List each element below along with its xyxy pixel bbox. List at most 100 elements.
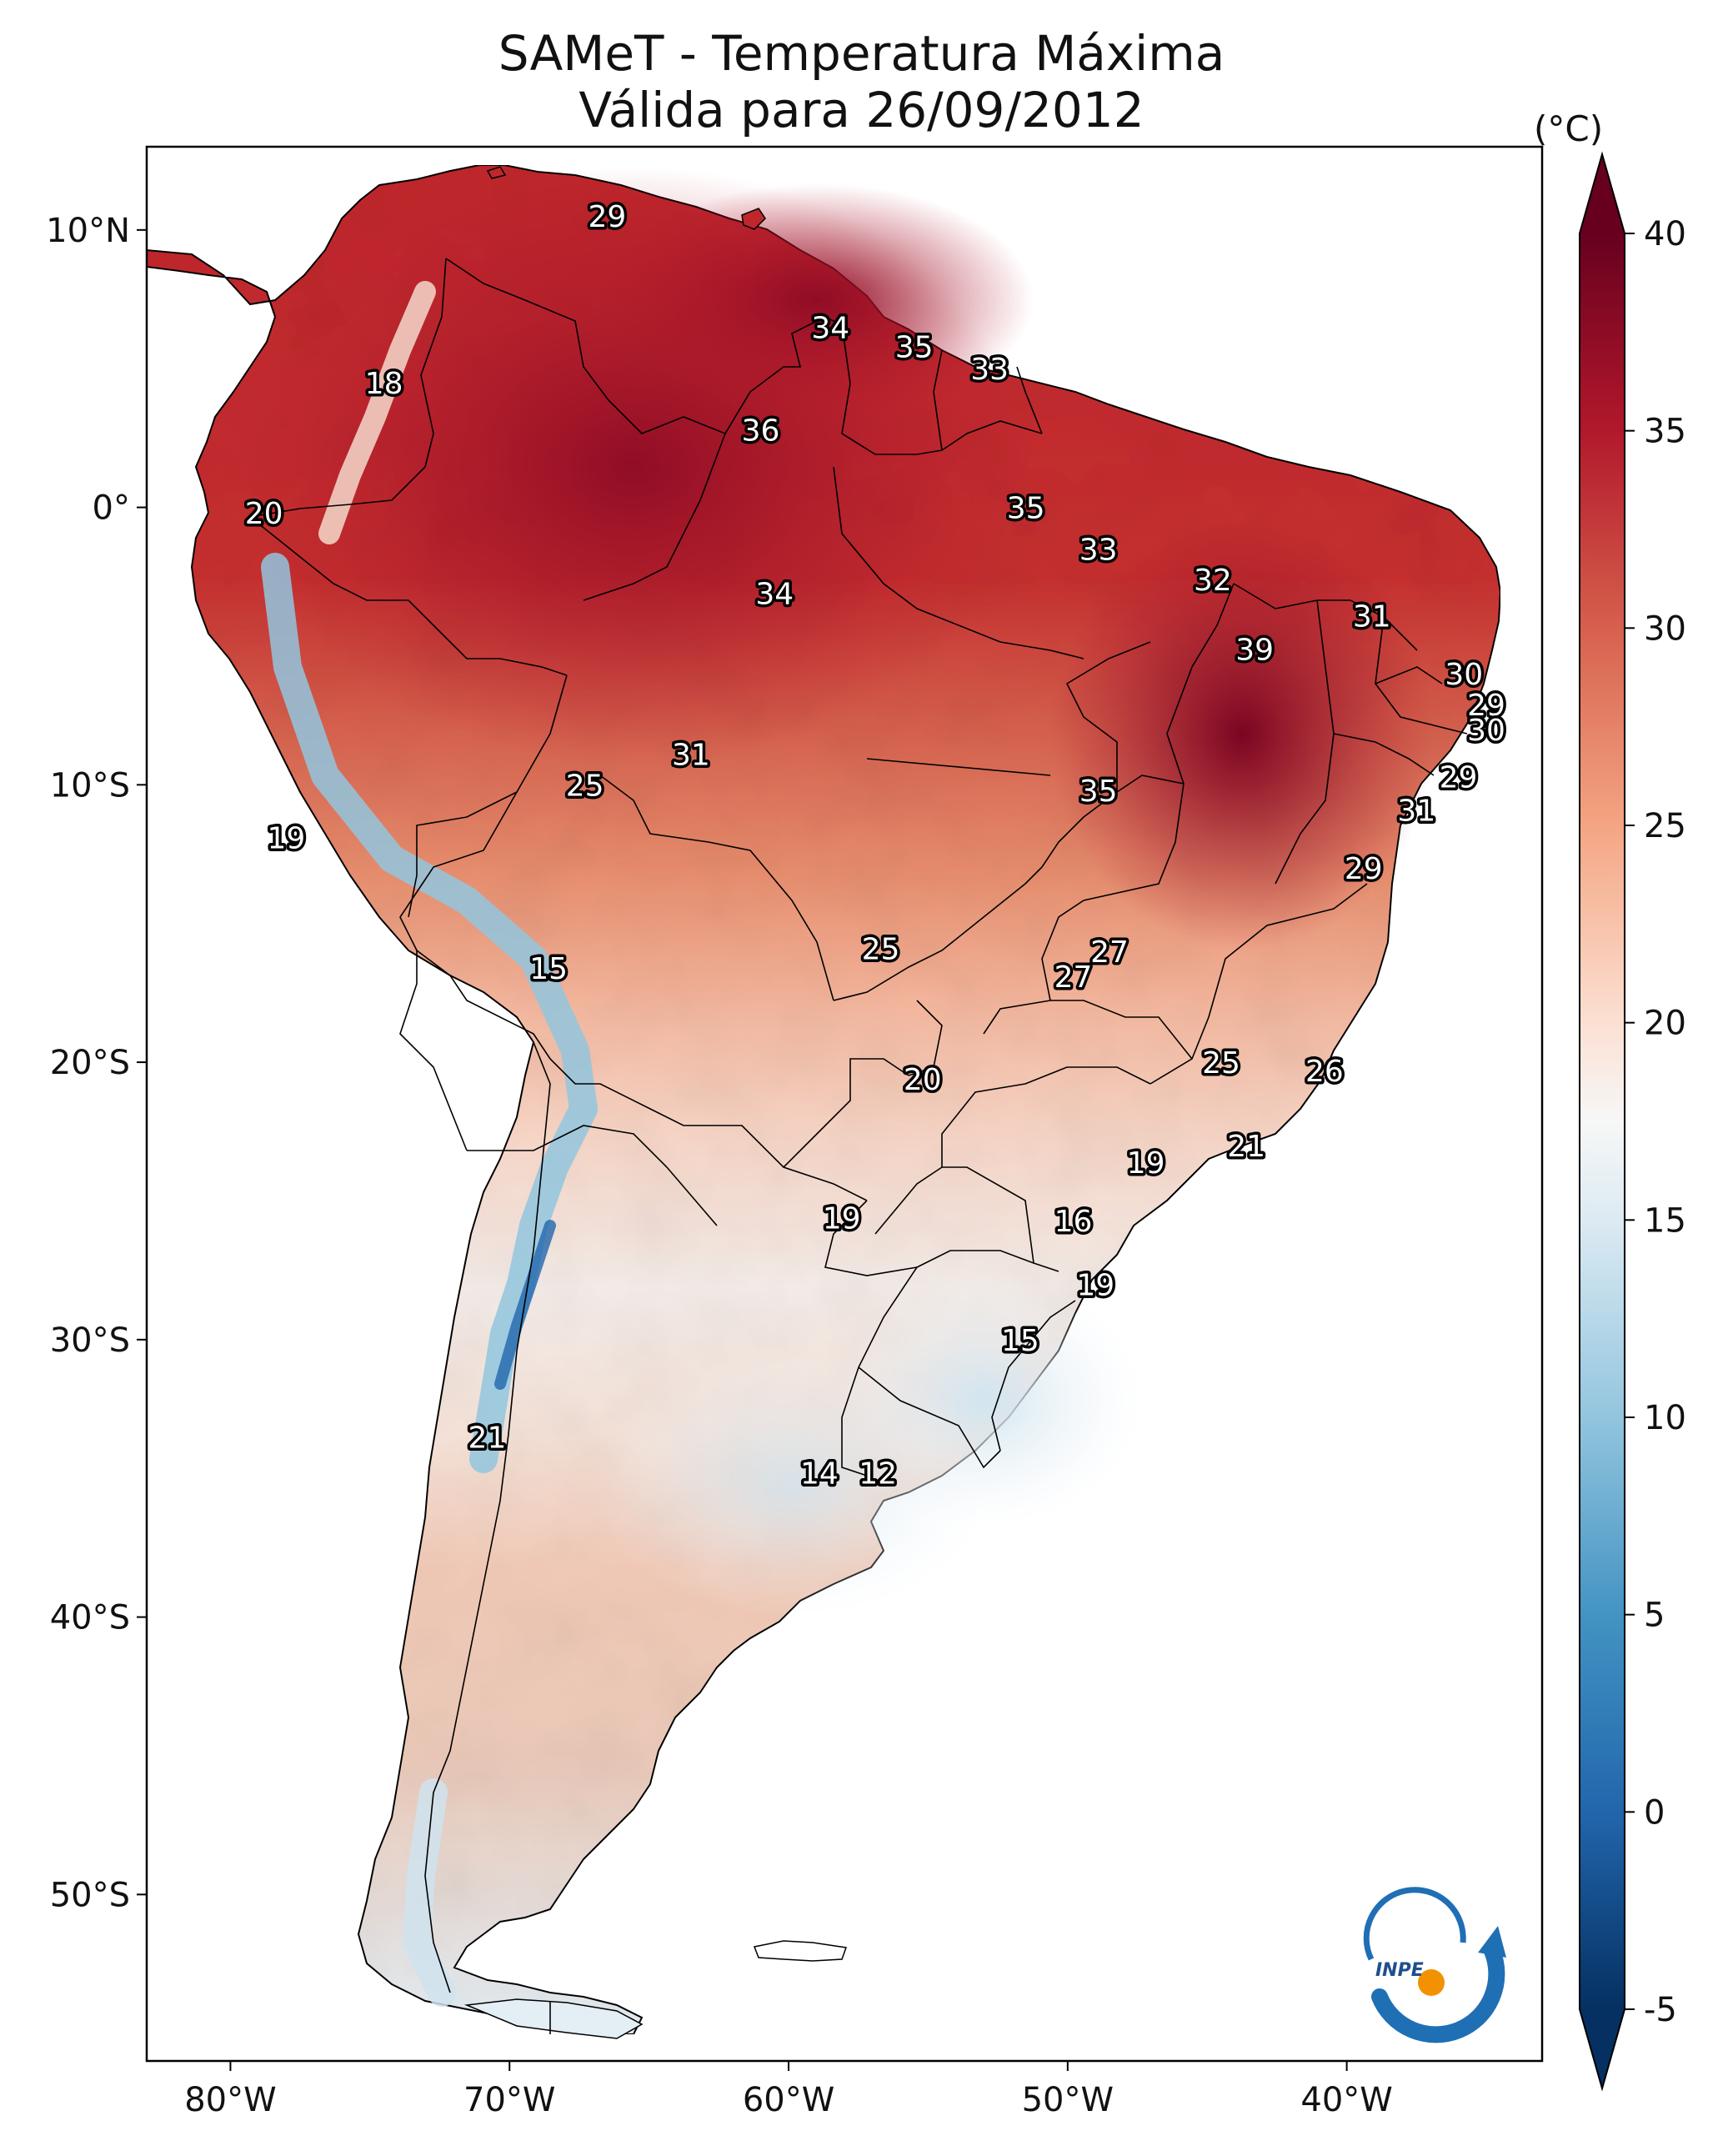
andes-north-ridge	[318, 281, 436, 544]
temperature-label: 35	[1007, 492, 1045, 526]
temperature-label: 15	[1001, 1324, 1039, 1358]
map-area	[147, 164, 1502, 2039]
lon-tick-label: 70°W	[463, 2081, 555, 2119]
temperature-label: 31	[672, 739, 710, 773]
heat-core-guiana	[600, 183, 1034, 417]
temperature-label: 21	[1227, 1130, 1265, 1164]
temperature-label-halo: 33	[970, 353, 1009, 387]
temperature-label-halo: 29	[589, 200, 627, 234]
colorbar-tick-label: 20	[1644, 1005, 1686, 1043]
temperature-label: 34	[811, 311, 849, 345]
temperature-label-halo: 27	[1054, 960, 1093, 995]
caribbean-island-2	[486, 166, 507, 179]
heat-core-northeast	[1050, 517, 1434, 950]
temperature-label: 30	[1445, 658, 1483, 692]
temperature-label: 12	[859, 1457, 897, 1492]
lat-tick-label: 20°S	[50, 1044, 130, 1082]
temperature-label-halo: 39	[1235, 633, 1274, 667]
temperature-label-halo: 21	[468, 1421, 507, 1455]
lat-tick-label: 10°N	[46, 212, 130, 250]
temperature-label-halo: 33	[1079, 533, 1118, 567]
temperature-label-halo: 18	[365, 367, 403, 401]
colorbar-ticks: 40 35 30 25 20 15 10 5 0 -5	[1625, 215, 1686, 2029]
lon-tick-label: 60°W	[743, 2081, 834, 2119]
lon-tick-label: 40°W	[1300, 2081, 1392, 2119]
temperature-label-halo: 15	[1001, 1324, 1039, 1358]
temperature-label: 19	[1127, 1146, 1165, 1181]
temperature-label: 36	[742, 414, 780, 448]
colorbar-tick-label: 35	[1644, 413, 1686, 451]
temperature-label: 25	[566, 769, 604, 803]
temperature-label-halo: 19	[823, 1201, 861, 1236]
lon-tick-label: 80°W	[184, 2081, 276, 2119]
temperature-label: 27	[1054, 960, 1093, 995]
colorbar: 40 35 30 25 20 15 10 5 0 -5	[1579, 151, 1686, 2092]
temperature-label-halo: 29	[1467, 689, 1505, 723]
temperature-label-halo: 15	[529, 952, 568, 986]
lat-tick-label: 10°S	[50, 766, 130, 805]
temperature-label-halo: 19	[267, 822, 305, 856]
temperature-label-halo: 19	[1076, 1268, 1114, 1302]
temperature-label-halo: 25	[1202, 1046, 1240, 1081]
colorbar-tick-label: 10	[1644, 1399, 1686, 1437]
temperature-label: 35	[1079, 775, 1118, 809]
caribbean-island	[741, 208, 766, 230]
temperature-label: 18	[365, 367, 403, 401]
temperature-label: 20	[245, 497, 283, 531]
temperature-label: 31	[1397, 794, 1435, 828]
temperature-label: 19	[823, 1201, 861, 1236]
temperature-label-halo: 30	[1445, 658, 1483, 692]
temperature-label: 14	[800, 1457, 839, 1492]
temperature-label-halo: 14	[800, 1457, 839, 1492]
temperature-label-halo: 20	[245, 497, 283, 531]
temperature-label: 15	[529, 952, 568, 986]
temperature-label-halo: 30	[1467, 714, 1505, 748]
lat-tick-label: 40°S	[50, 1599, 130, 1637]
temperature-label: 16	[1054, 1205, 1093, 1239]
temperature-label-halo: 25	[862, 933, 900, 967]
temperature-label: 33	[1079, 533, 1118, 567]
temperature-label: 30	[1467, 714, 1505, 748]
longitude-ticks: 80°W 70°W 60°W 50°W 40°W	[184, 2061, 1393, 2119]
colorbar-tick-label: 25	[1644, 807, 1686, 845]
temperature-label-halo: 19	[1127, 1146, 1165, 1181]
temperature-label-halo: 35	[895, 331, 934, 365]
colorbar-tick-label: 30	[1644, 609, 1686, 648]
andes-cool-ridge	[261, 553, 598, 1473]
colorbar-max-extend	[1580, 154, 1625, 233]
temperature-label-halo: 16	[1054, 1205, 1093, 1239]
temperature-label-halo: 34	[811, 311, 849, 345]
lat-tick-label: 30°S	[50, 1321, 130, 1360]
temperature-label: 29	[589, 200, 627, 234]
temperature-label-halo: 35	[1079, 775, 1118, 809]
lat-tick-label: 50°S	[50, 1876, 130, 1914]
map-frame	[145, 145, 1544, 2063]
logo-text: INPE	[1375, 1960, 1424, 1981]
temperature-label: 39	[1235, 633, 1274, 667]
temperature-label-halo: 29	[1345, 852, 1383, 886]
colorbar-unit: (°C)	[1534, 108, 1604, 149]
temperature-label: 20	[904, 1063, 942, 1097]
temperature-label: 19	[1076, 1268, 1114, 1302]
falkland-islands	[753, 1940, 848, 1962]
colorbar-min-extend	[1580, 2009, 1625, 2088]
temperature-label: 35	[895, 331, 934, 365]
temperature-label-halo: 12	[859, 1457, 897, 1492]
temperature-label-halo: 26	[1305, 1055, 1344, 1089]
chart-subtitle: Válida para 26/09/2012	[579, 82, 1144, 138]
colorbar-tick-label: 40	[1644, 215, 1686, 253]
temperature-label: 27	[1090, 935, 1129, 970]
temperature-label-halo: 35	[1007, 492, 1045, 526]
temperature-label: 25	[1202, 1046, 1240, 1081]
temperature-label: 34	[755, 578, 794, 612]
temperature-label-halo: 27	[1090, 935, 1129, 970]
temperature-label: 21	[468, 1421, 507, 1455]
colorbar-gradient	[1580, 233, 1625, 2009]
patagonia-cool	[402, 1778, 456, 2007]
lat-tick-label: 0°	[93, 489, 130, 528]
temperature-label: 26	[1305, 1055, 1344, 1089]
colorbar-tick-label: 5	[1644, 1597, 1665, 1635]
temperature-label: 29	[1467, 689, 1505, 723]
